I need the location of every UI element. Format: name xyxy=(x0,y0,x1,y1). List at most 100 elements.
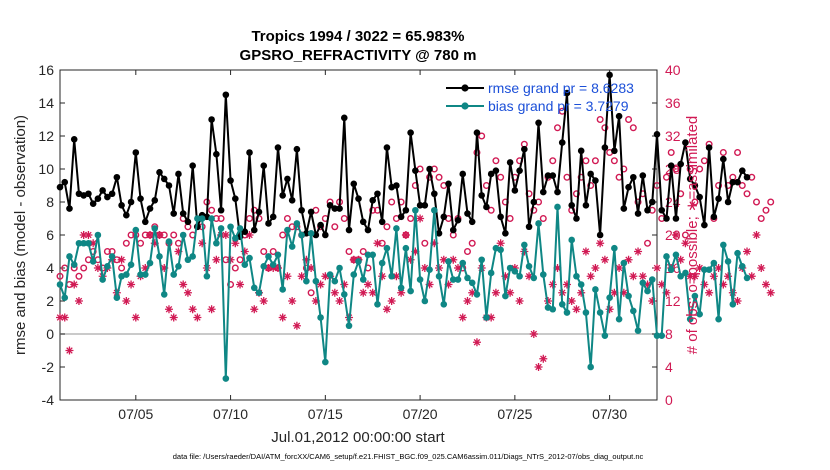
possible-obs-marker xyxy=(103,247,111,255)
y-left-tick-label: 14 xyxy=(38,95,54,111)
assimilated-obs-marker xyxy=(548,280,557,289)
legend: rmse grand pr = 8.6283 bias grand pr = 3… xyxy=(446,80,634,114)
footnote: data file: /Users/raeder/DAI/ATM_forcXX/… xyxy=(173,452,644,461)
rmse-point xyxy=(307,208,315,216)
rmse-point xyxy=(331,205,339,212)
rmse-point xyxy=(89,200,97,207)
possible-obs-marker xyxy=(478,132,486,140)
assimilated-obs-marker xyxy=(624,255,633,264)
assimilated-obs-marker xyxy=(596,239,605,248)
assimilated-obs-marker xyxy=(188,305,197,314)
assimilated-obs-marker xyxy=(416,214,425,223)
possible-obs-marker xyxy=(629,124,637,132)
rmse-point xyxy=(402,206,410,214)
bias-point xyxy=(123,271,130,278)
rmse-point xyxy=(156,169,163,176)
bias-point xyxy=(407,287,414,295)
rmse-point xyxy=(255,208,263,216)
assimilated-obs-marker xyxy=(373,239,382,248)
bias-point xyxy=(250,284,258,292)
possible-obs-marker xyxy=(80,264,88,272)
bias-point xyxy=(497,246,504,254)
rmse-point xyxy=(525,223,533,231)
possible-obs-marker xyxy=(497,173,505,181)
rmse-point xyxy=(497,213,504,221)
bias-point xyxy=(208,215,215,222)
assimilated-obs-marker xyxy=(705,288,714,297)
bias-point xyxy=(288,243,296,250)
bias-point xyxy=(620,259,628,267)
rmse-point xyxy=(634,210,642,217)
bias-point xyxy=(658,332,666,339)
possible-obs-marker xyxy=(591,157,599,165)
assimilated-obs-marker xyxy=(397,288,406,297)
rmse-point xyxy=(288,197,296,204)
rmse-point xyxy=(265,220,272,227)
bias-point xyxy=(388,272,395,280)
y-right-tick-label: 32 xyxy=(665,128,681,144)
rmse-point xyxy=(554,188,561,196)
bias-point xyxy=(217,225,225,232)
assimilated-obs-marker xyxy=(226,255,235,264)
bias-point xyxy=(502,292,509,300)
rmse-point xyxy=(459,170,467,178)
assimilated-obs-marker xyxy=(724,272,733,281)
y-right-tick-label: 36 xyxy=(665,95,681,111)
x-tick-label: 07/20 xyxy=(403,406,438,422)
assimilated-obs-marker xyxy=(472,338,481,347)
bias-point xyxy=(355,258,362,265)
rmse-point xyxy=(189,162,196,169)
bias-point xyxy=(686,315,694,323)
possible-obs-marker xyxy=(610,157,618,165)
rmse-point xyxy=(658,206,666,214)
assimilated-obs-marker xyxy=(728,288,737,297)
rmse-point xyxy=(416,202,424,209)
assimilated-obs-marker xyxy=(349,255,358,264)
bias-point xyxy=(554,203,561,211)
rmse-point xyxy=(464,210,471,217)
bias-point xyxy=(336,264,343,272)
bias-point xyxy=(601,332,609,339)
y-left-tick-label: 2 xyxy=(46,293,54,309)
rmse-point xyxy=(625,183,632,191)
bias-point xyxy=(511,268,519,275)
assimilated-obs-marker xyxy=(743,247,752,256)
y-left-tick-label: 6 xyxy=(46,227,54,243)
bias-point xyxy=(691,292,699,300)
bias-point xyxy=(104,263,111,270)
legend-label-rmse: rmse grand pr = 8.6283 xyxy=(488,80,634,96)
x-axis-label: Jul.01,2012 00:00:00 start xyxy=(271,429,445,446)
bias-point xyxy=(137,271,144,278)
rmse-point xyxy=(170,210,178,217)
rmse-point xyxy=(118,202,125,209)
bias-point xyxy=(615,315,623,323)
assimilated-obs-marker xyxy=(283,272,292,281)
rmse-point xyxy=(677,160,684,168)
rmse-point xyxy=(596,231,604,239)
rmse-point xyxy=(184,218,192,226)
assimilated-obs-marker xyxy=(160,264,169,272)
rmse-point xyxy=(577,147,585,155)
rmse-point xyxy=(113,173,121,181)
legend-marker-bias xyxy=(461,102,469,110)
rmse-point xyxy=(435,230,443,237)
assimilated-obs-marker xyxy=(539,354,548,363)
rmse-point xyxy=(516,167,523,174)
assimilated-obs-marker xyxy=(56,313,64,322)
assimilated-obs-marker xyxy=(757,264,766,272)
bias-point xyxy=(298,231,305,239)
assimilated-obs-marker xyxy=(359,288,368,297)
rmse-point xyxy=(539,188,547,196)
bias-point xyxy=(738,263,746,270)
rmse-point xyxy=(85,190,92,198)
assimilated-obs-marker xyxy=(425,280,434,289)
assimilated-obs-marker xyxy=(657,280,666,289)
rmse-point xyxy=(175,170,182,178)
bias-point xyxy=(284,226,291,234)
bias-point xyxy=(274,251,282,259)
y-left-tick-label: 10 xyxy=(38,161,54,177)
rmse-point xyxy=(355,195,362,202)
bias-point xyxy=(530,274,538,282)
assimilated-obs-marker xyxy=(65,346,74,355)
rmse-point xyxy=(715,195,722,202)
